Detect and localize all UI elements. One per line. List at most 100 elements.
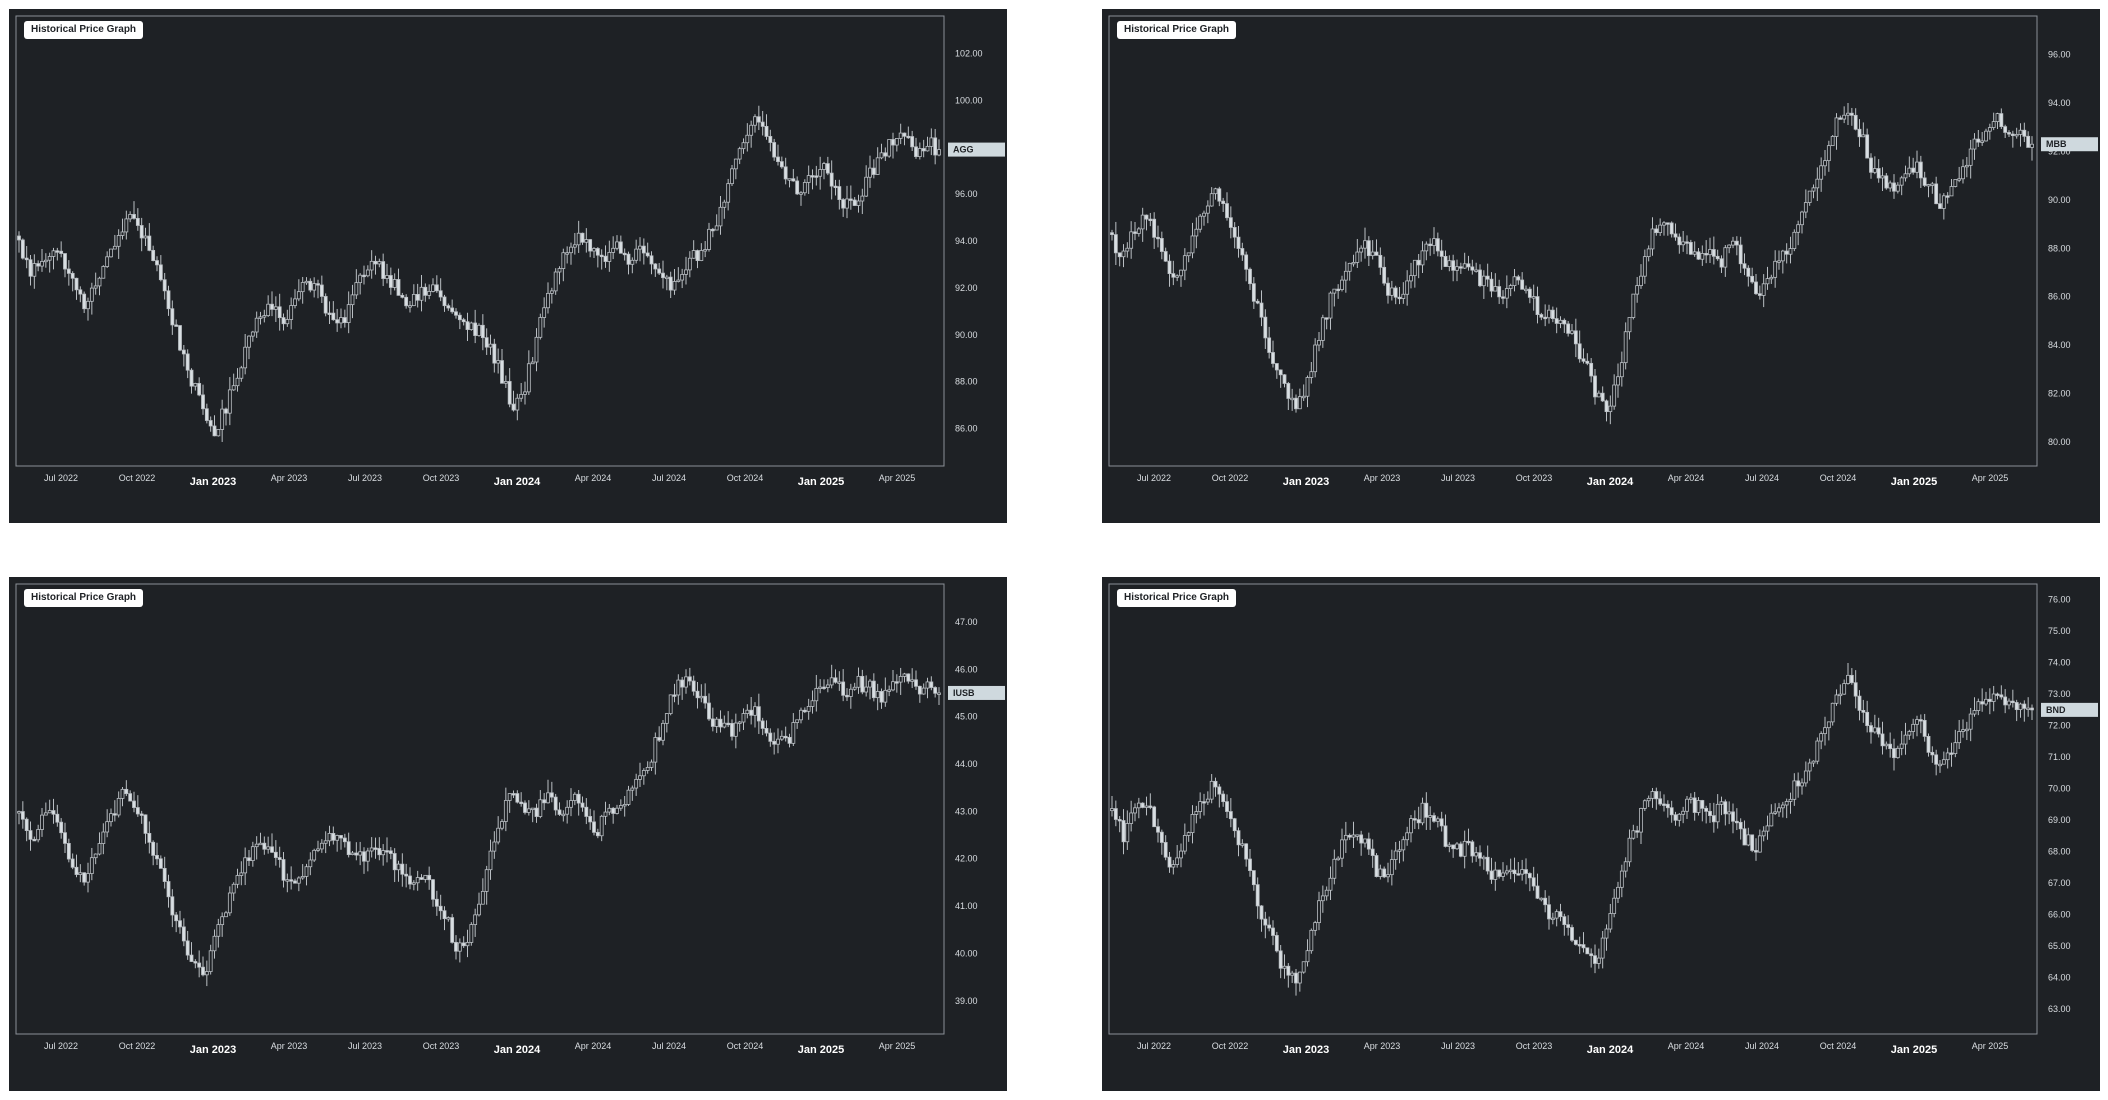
- y-tick-label: 47.00: [955, 617, 978, 627]
- candle-body: [1221, 793, 1226, 803]
- candle-body: [385, 850, 389, 853]
- candle-body: [480, 324, 485, 339]
- candle-body: [1677, 813, 1682, 821]
- candlestick-chart: 63.00 64.00 65.00 66.00 67.00 68.00 69.00 70.00…: [1108, 583, 2098, 1056]
- candle-body: [178, 325, 182, 351]
- candle-body: [1424, 802, 1429, 818]
- candle-body: [2003, 696, 2008, 706]
- candle-body: [1225, 801, 1229, 812]
- candle-body: [1217, 188, 1222, 202]
- candle-body: [1209, 193, 1214, 207]
- candle-body: [561, 252, 566, 269]
- candle-body: [929, 137, 934, 147]
- candle-body: [1964, 164, 1969, 168]
- candle-body: [565, 252, 570, 255]
- candle-body: [1662, 803, 1666, 806]
- candle-body: [1179, 269, 1183, 277]
- candle-body: [553, 796, 558, 811]
- candle-body: [1823, 160, 1827, 167]
- candle-body: [1121, 820, 1126, 843]
- candle-body: [687, 257, 692, 271]
- candle-body: [802, 709, 807, 713]
- candle-body: [32, 838, 37, 842]
- candle-body: [208, 950, 213, 972]
- candle-body: [1524, 869, 1528, 874]
- candle-body: [1355, 251, 1360, 263]
- candle-body: [1892, 182, 1896, 192]
- x-tick-label: Jan 2024: [1587, 476, 1634, 488]
- candle-body: [1708, 810, 1712, 817]
- candle-body: [538, 799, 543, 817]
- x-tick-label: Apr 2025: [1972, 1041, 2009, 1051]
- candle-body: [1478, 852, 1482, 859]
- candle-body: [1968, 713, 1973, 730]
- candle-body: [296, 877, 301, 884]
- candle-body: [442, 296, 447, 307]
- candle-body: [519, 801, 524, 805]
- candle-body: [354, 852, 359, 856]
- candle-body: [1148, 218, 1153, 222]
- y-tick-label: 45.00: [955, 712, 978, 722]
- candle-body: [1949, 752, 1954, 755]
- candle-body: [898, 676, 903, 683]
- candle-body: [1248, 268, 1252, 285]
- x-tick-label: Jan 2025: [1891, 1044, 1937, 1056]
- candle-body: [193, 383, 198, 387]
- y-tick-label: 76.00: [2048, 595, 2071, 605]
- candle-body: [224, 912, 228, 918]
- candle-body: [55, 813, 60, 823]
- y-tick-label: 88.00: [2048, 243, 2071, 253]
- candle-body: [1581, 944, 1586, 949]
- candle-body: [124, 788, 129, 795]
- candle-body: [1401, 839, 1406, 851]
- candle-body: [457, 942, 462, 952]
- candle-body: [457, 314, 462, 321]
- candle-body: [63, 832, 67, 844]
- candle-body: [1872, 727, 1877, 733]
- candle-body: [599, 254, 604, 258]
- candle-body: [1857, 128, 1862, 138]
- candle-body: [1133, 807, 1137, 814]
- candle-body: [1328, 292, 1333, 319]
- candle-body: [1232, 818, 1237, 832]
- candle-body: [511, 403, 516, 411]
- candle-body: [469, 924, 474, 943]
- candle-body: [1420, 802, 1425, 824]
- candle-body: [1332, 858, 1337, 879]
- candle-body: [434, 898, 439, 907]
- candle-body: [572, 793, 577, 801]
- candle-body: [1719, 258, 1724, 268]
- candle-body: [36, 829, 41, 841]
- candle-body: [1727, 811, 1732, 815]
- x-tick-label: Jul 2024: [1745, 1041, 1779, 1051]
- x-tick-label: Jan 2024: [494, 1044, 541, 1056]
- x-tick-label: Apr 2023: [271, 1041, 308, 1051]
- candle-body: [235, 875, 240, 885]
- plot-frame: [1108, 15, 2038, 467]
- candle-body: [492, 841, 497, 852]
- candle-body: [507, 381, 512, 405]
- candle-body: [1838, 117, 1843, 120]
- candle-body: [1669, 222, 1674, 235]
- candle-body: [1888, 743, 1893, 750]
- candle-body: [434, 284, 439, 292]
- candle-body: [1903, 734, 1908, 745]
- candle-body: [1470, 266, 1475, 271]
- candle-body: [749, 709, 754, 716]
- candle-body: [193, 961, 198, 964]
- candle-body: [1416, 259, 1421, 266]
- plot-frame: [15, 15, 945, 467]
- candle-body: [795, 180, 800, 195]
- candle-body: [680, 679, 685, 688]
- candle-body: [273, 851, 278, 858]
- x-tick-label: Jul 2024: [652, 1041, 686, 1051]
- candle-body: [645, 252, 650, 257]
- candle-body: [1911, 167, 1916, 173]
- candle-body: [1271, 927, 1275, 936]
- candle-body: [638, 245, 642, 250]
- candle-body: [1217, 786, 1222, 795]
- candle-body: [212, 425, 217, 437]
- candle-body: [799, 709, 803, 721]
- candle-body: [1708, 249, 1712, 256]
- x-tick-label: Apr 2025: [1972, 473, 2009, 483]
